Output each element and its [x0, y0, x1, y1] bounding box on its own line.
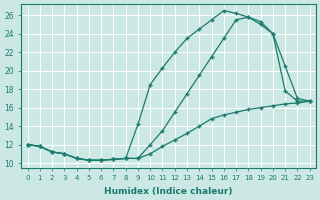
X-axis label: Humidex (Indice chaleur): Humidex (Indice chaleur): [104, 187, 233, 196]
